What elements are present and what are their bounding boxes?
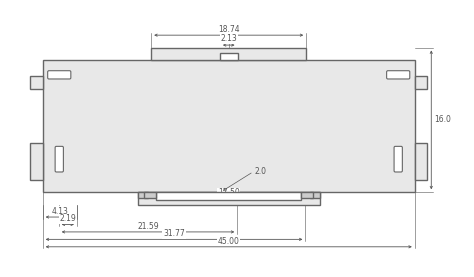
Text: 2.0: 2.0 [255,167,266,176]
Text: 2.19: 2.19 [59,214,76,223]
Bar [415,76,427,89]
FancyBboxPatch shape [394,146,402,172]
Text: 45.00: 45.00 [218,237,240,245]
Bar [156,192,301,200]
Bar [43,60,415,192]
Bar [301,192,313,198]
Text: 17.50: 17.50 [218,188,240,197]
Text: 4.13: 4.13 [51,207,68,216]
Text: 2.13: 2.13 [220,34,237,43]
Text: 18.74: 18.74 [218,24,239,34]
Bar [310,192,319,198]
Bar [138,192,319,205]
Bar [151,48,306,60]
Bar [415,143,427,180]
Bar [144,192,156,198]
Bar [138,192,148,198]
FancyBboxPatch shape [48,71,71,79]
FancyBboxPatch shape [55,146,64,172]
Text: 16.0: 16.0 [434,116,451,124]
FancyBboxPatch shape [387,71,410,79]
Text: 21.59: 21.59 [137,222,159,231]
Bar [30,143,43,180]
Text: 31.77: 31.77 [163,229,185,238]
Bar [220,53,237,60]
Bar [30,76,43,89]
